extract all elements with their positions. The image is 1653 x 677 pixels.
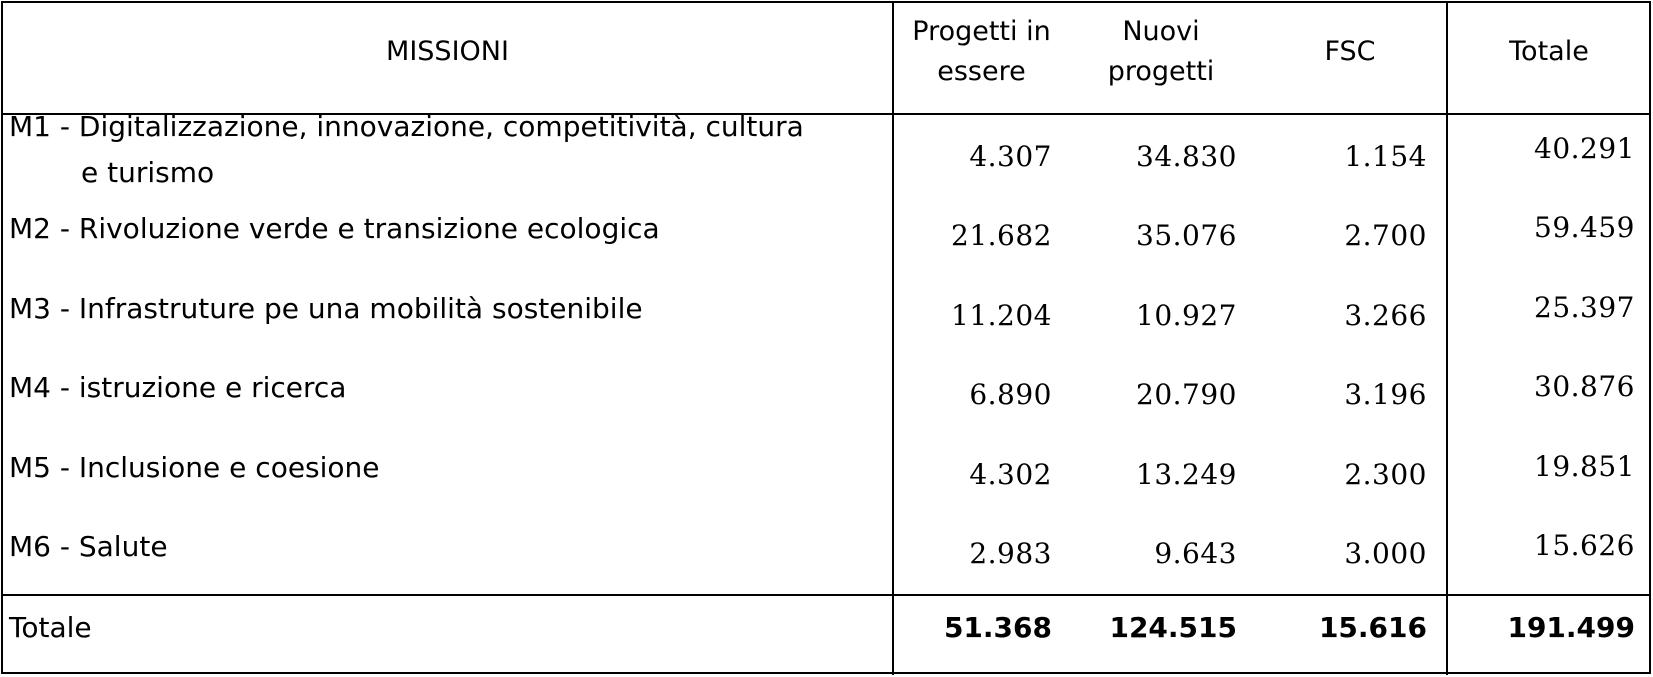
table-row-mission: M1 - Digitalizzazione, innovazione, comp… bbox=[9, 104, 804, 196]
total-in-essere: 51.368 bbox=[943, 611, 1052, 644]
cell-fsc: 3.196 bbox=[1344, 378, 1427, 411]
header-missioni: MISSIONI bbox=[386, 36, 509, 67]
cell-totale: 59.459 bbox=[1534, 211, 1635, 244]
cell-nuovi: 10.927 bbox=[1136, 299, 1237, 332]
mission-label: M1 - Digitalizzazione, innovazione, comp… bbox=[9, 110, 804, 143]
cell-in-essere: 21.682 bbox=[951, 219, 1052, 252]
cell-fsc: 2.300 bbox=[1344, 458, 1427, 491]
total-divider bbox=[1, 594, 1651, 596]
cell-nuovi: 35.076 bbox=[1136, 219, 1237, 252]
total-row-label: Totale bbox=[9, 611, 92, 644]
table-row-mission: M2 - Rivoluzione verde e transizione eco… bbox=[9, 212, 660, 245]
cell-nuovi: 9.643 bbox=[1154, 537, 1237, 570]
header-nuovi-progetti: Nuovi progetti bbox=[1107, 16, 1215, 87]
header-divider bbox=[1, 113, 1651, 115]
header-fsc: FSC bbox=[1324, 36, 1376, 67]
table-row-mission: M3 - Infrastruture pe una mobilità soste… bbox=[9, 292, 643, 325]
cell-totale: 19.851 bbox=[1534, 450, 1635, 483]
cell-in-essere: 4.307 bbox=[969, 140, 1052, 173]
cell-fsc: 2.700 bbox=[1344, 219, 1427, 252]
column-divider-totale bbox=[1446, 1, 1448, 675]
table-row-mission: M6 - Salute bbox=[9, 530, 168, 563]
cell-totale: 30.876 bbox=[1534, 370, 1635, 403]
table-row-mission: M4 - istruzione e ricerca bbox=[9, 371, 347, 404]
cell-in-essere: 11.204 bbox=[951, 299, 1052, 332]
total-totale: 191.499 bbox=[1507, 611, 1635, 644]
total-nuovi: 124.515 bbox=[1109, 611, 1237, 644]
cell-totale: 15.626 bbox=[1534, 529, 1635, 562]
cell-fsc: 3.266 bbox=[1344, 299, 1427, 332]
cell-nuovi: 34.830 bbox=[1136, 140, 1237, 173]
mission-label-continued: e turismo bbox=[81, 156, 215, 189]
cell-nuovi: 20.790 bbox=[1136, 378, 1237, 411]
cell-fsc: 1.154 bbox=[1344, 140, 1427, 173]
header-totale: Totale bbox=[1509, 36, 1589, 67]
cell-totale: 40.291 bbox=[1534, 132, 1635, 165]
cell-in-essere: 6.890 bbox=[969, 378, 1052, 411]
cell-totale: 25.397 bbox=[1534, 291, 1635, 324]
column-divider-missions bbox=[892, 1, 894, 675]
total-fsc: 15.616 bbox=[1318, 611, 1427, 644]
header-progetti-in-essere: Progetti in essere bbox=[912, 16, 1051, 87]
cell-nuovi: 13.249 bbox=[1136, 458, 1237, 491]
cell-in-essere: 4.302 bbox=[969, 458, 1052, 491]
cell-fsc: 3.000 bbox=[1344, 537, 1427, 570]
cell-in-essere: 2.983 bbox=[969, 537, 1052, 570]
table-row-mission: M5 - Inclusione e coesione bbox=[9, 451, 380, 484]
